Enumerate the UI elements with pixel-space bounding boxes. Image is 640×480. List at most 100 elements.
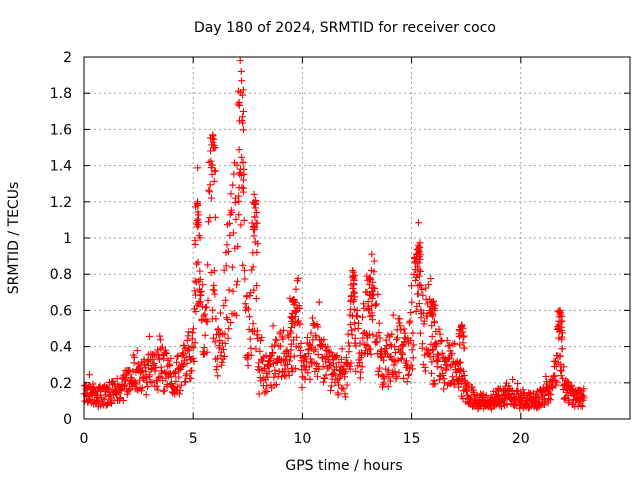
data-point [188,335,196,343]
data-point [365,304,373,312]
data-point [555,334,563,342]
data-point [238,77,246,85]
data-point [347,296,355,304]
data-point [393,373,401,381]
data-point [416,268,424,276]
data-point [196,288,204,296]
y-tick-label: 1.2 [50,195,72,211]
data-point [195,211,203,219]
data-point [552,381,560,389]
data-point [187,375,195,383]
grid [84,57,630,419]
data-point [417,282,425,290]
data-point [428,332,436,340]
data-point [334,391,342,399]
data-point [246,335,254,343]
data-point [247,344,255,352]
data-point [306,375,314,383]
data-point [568,381,576,389]
data-point [438,349,446,357]
data-point [558,312,566,320]
data-point [287,329,295,337]
data-point [155,356,163,364]
data-point [351,293,359,301]
data-point [239,86,247,94]
data-point [434,350,442,358]
data-point [421,351,429,359]
data-point [553,378,561,386]
data-point [286,357,294,365]
data-point [237,67,245,75]
data-point [556,306,564,314]
data-point [414,290,422,298]
data-point [203,318,211,326]
data-point [255,359,263,367]
data-point [385,373,393,381]
data-point [453,368,461,376]
data-point [367,350,375,358]
data-point [303,358,311,366]
data-point [384,383,392,391]
data-point [368,295,376,303]
data-point [179,349,187,357]
data-point [239,119,247,127]
data-point [425,349,433,357]
data-point [394,334,402,342]
data-point [201,310,209,318]
data-point [250,223,258,231]
data-point [201,331,209,339]
data-point [229,181,237,189]
data-point [460,344,468,352]
data-point [142,391,150,399]
y-tick-label: 0.2 [50,376,72,392]
data-point [319,363,327,371]
data-point [238,153,246,161]
data-point [388,330,396,338]
data-point [356,359,364,367]
data-point [380,375,388,383]
data-point [355,319,363,327]
data-point [368,287,376,295]
data-point [560,395,568,403]
data-point [291,308,299,316]
data-point [437,337,445,345]
data-point [365,291,373,299]
data-point [221,340,229,348]
data-point [104,384,112,392]
data-point [125,386,133,394]
data-point [241,300,249,308]
data-point [185,328,193,336]
data-point [395,369,403,377]
data-point [307,355,315,363]
data-point [235,197,243,205]
data-point [380,356,388,364]
data-point [311,367,319,375]
data-point [337,355,345,363]
data-point [409,329,417,337]
data-point [239,126,247,134]
data-point [172,377,180,385]
data-point [181,377,189,385]
data-point [387,353,395,361]
data-point [376,334,384,342]
data-point [347,326,355,334]
data-point [225,325,233,333]
data-point [217,309,225,317]
data-point [235,184,243,192]
data-point [422,284,430,292]
data-point [185,346,193,354]
data-point [179,361,187,369]
data-point [435,351,443,359]
data-point [391,368,399,376]
data-point [311,345,319,353]
data-point [320,336,328,344]
data-point [358,363,366,371]
data-point [409,365,417,373]
data-point [161,368,169,376]
data-point [580,385,588,393]
data-point [347,359,355,367]
data-point [357,368,365,376]
data-point [436,330,444,338]
data-point [285,333,293,341]
data-point [252,345,260,353]
